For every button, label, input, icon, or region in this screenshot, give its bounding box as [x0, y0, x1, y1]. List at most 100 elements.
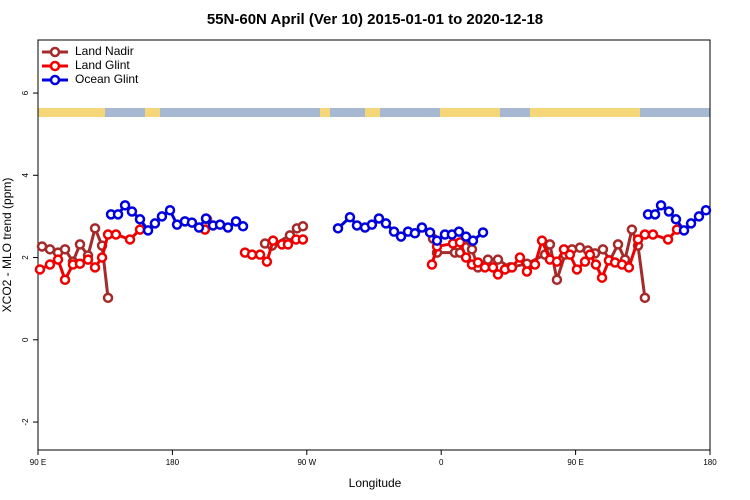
- point: [584, 249, 596, 260]
- legend-marker: [49, 60, 61, 72]
- point: [492, 269, 504, 280]
- point: [460, 252, 472, 263]
- point: [529, 259, 541, 270]
- point: [89, 262, 101, 273]
- point: [564, 249, 576, 260]
- point: [571, 264, 583, 275]
- point: [164, 205, 176, 216]
- point: [632, 234, 644, 245]
- point: [649, 209, 661, 220]
- point: [492, 254, 504, 265]
- x-tick-label: 180: [166, 458, 180, 467]
- point: [453, 226, 465, 237]
- point: [551, 274, 563, 285]
- point: [246, 249, 258, 260]
- point: [59, 274, 71, 285]
- point: [639, 292, 651, 304]
- point: [472, 257, 484, 268]
- point: [395, 231, 407, 242]
- point: [574, 242, 586, 253]
- chart-title: 55N-60N April (Ver 10) 2015-01-01 to 202…: [207, 11, 543, 28]
- legend-marker: [49, 74, 61, 86]
- point: [124, 234, 136, 245]
- point: [222, 222, 234, 233]
- point: [454, 237, 466, 248]
- y-axis-label: XCO2 - MLO trend (ppm): [0, 178, 14, 313]
- point: [388, 226, 400, 237]
- point: [647, 229, 659, 240]
- point: [373, 213, 385, 224]
- point: [230, 216, 242, 227]
- point: [477, 227, 489, 238]
- point: [156, 211, 168, 222]
- point: [544, 239, 556, 250]
- y-tick-label: 4: [21, 173, 30, 178]
- point: [551, 256, 563, 267]
- legend-marker: [49, 46, 61, 58]
- point: [521, 266, 533, 277]
- point: [466, 244, 478, 255]
- point: [267, 235, 279, 246]
- point: [34, 264, 46, 275]
- point: [409, 228, 421, 239]
- point: [297, 234, 309, 245]
- point: [579, 256, 591, 267]
- point: [200, 213, 212, 224]
- point: [297, 221, 309, 232]
- point: [663, 206, 675, 217]
- point: [74, 258, 86, 269]
- point: [261, 256, 273, 267]
- point: [700, 205, 712, 216]
- y-tick-label: 2: [21, 255, 30, 260]
- legend-label: Land Nadir: [75, 44, 134, 58]
- point: [52, 254, 64, 265]
- x-tick-label: 90 E: [30, 458, 46, 467]
- point: [424, 227, 436, 238]
- point: [514, 252, 526, 263]
- x-tick-label: 180: [703, 458, 717, 467]
- y-tick-label: 6: [21, 90, 30, 95]
- point: [110, 229, 122, 240]
- point: [254, 249, 266, 260]
- point: [655, 200, 667, 211]
- point: [380, 218, 392, 229]
- point: [351, 220, 363, 231]
- point: [89, 223, 101, 234]
- point: [59, 244, 71, 255]
- point: [366, 219, 378, 230]
- point: [126, 206, 138, 217]
- point: [670, 214, 682, 225]
- point: [96, 252, 108, 263]
- point: [431, 235, 443, 246]
- point: [487, 262, 499, 273]
- x-axis-label: Longitude: [349, 476, 402, 490]
- y-tick-label: 0: [21, 337, 30, 342]
- plot-frame: [37, 39, 711, 451]
- point: [112, 209, 124, 220]
- y-tick-label: -2: [21, 418, 30, 426]
- legend-label: Land Glint: [75, 58, 130, 72]
- point: [662, 234, 674, 245]
- point: [416, 222, 428, 233]
- point: [536, 235, 548, 246]
- point: [134, 224, 146, 235]
- x-tick-label: 90 E: [567, 458, 583, 467]
- point: [639, 229, 651, 240]
- legend-label: Ocean Glint: [75, 72, 139, 86]
- x-tick-label: 90 W: [297, 458, 316, 467]
- point: [678, 225, 690, 236]
- point: [74, 239, 86, 250]
- point: [344, 211, 356, 223]
- point: [134, 214, 146, 225]
- point: [237, 221, 249, 232]
- point: [82, 254, 94, 265]
- point: [467, 235, 479, 246]
- point: [44, 244, 56, 255]
- land-mask-strip: [38, 108, 710, 117]
- point: [597, 244, 609, 255]
- point: [186, 217, 198, 228]
- point: [612, 239, 624, 250]
- point: [626, 224, 638, 235]
- point: [426, 259, 438, 270]
